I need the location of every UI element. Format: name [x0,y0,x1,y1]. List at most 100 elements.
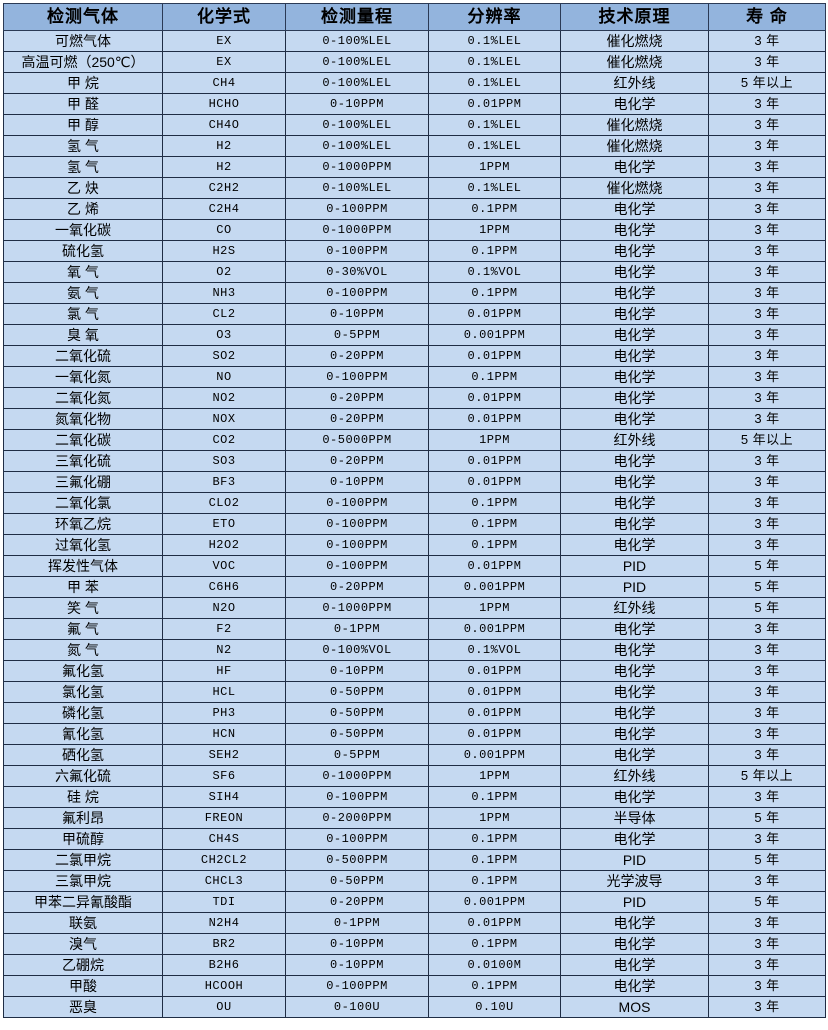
cell-range: 0-1000PPM [285,765,429,787]
cell-formula: HF [162,660,286,682]
cell-formula: BF3 [162,471,286,493]
table-row: 甲酸 HCOOH 0-100PPM 0.1PPM 电化学 3 年 [3,975,826,997]
cell-range: 0-10PPM [285,471,429,493]
cell-gas: 三氯甲烷 [3,870,163,892]
cell-principle: 电化学 [560,744,709,766]
cell-range: 0-5PPM [285,324,429,346]
cell-life: 3 年 [708,135,826,157]
cell-formula: O3 [162,324,286,346]
cell-principle: 电化学 [560,681,709,703]
cell-gas: 六氟化硫 [3,765,163,787]
cell-formula: NOX [162,408,286,430]
cell-range: 0-20PPM [285,408,429,430]
cell-life: 3 年 [708,933,826,955]
cell-gas: 氮 气 [3,639,163,661]
cell-principle: 电化学 [560,366,709,388]
cell-resolution: 0.1%LEL [428,114,561,136]
cell-resolution: 0.01PPM [428,387,561,409]
cell-formula: O2 [162,261,286,283]
cell-resolution: 0.1%LEL [428,72,561,94]
table-row: 硒化氢 SEH2 0-5PPM 0.001PPM 电化学 3 年 [3,744,826,766]
cell-life: 5 年以上 [708,72,826,94]
cell-principle: 电化学 [560,387,709,409]
cell-life: 5 年 [708,597,826,619]
cell-gas: 可燃气体 [3,30,163,52]
cell-gas: 一氧化氮 [3,366,163,388]
cell-principle: 电化学 [560,282,709,304]
cell-principle: 电化学 [560,324,709,346]
table-row: 氧 气 O2 0-30%VOL 0.1%VOL 电化学 3 年 [3,261,826,283]
table-row: 三氧化硫 SO3 0-20PPM 0.01PPM 电化学 3 年 [3,450,826,472]
cell-range: 0-100%LEL [285,51,429,73]
cell-range: 0-30%VOL [285,261,429,283]
cell-formula: NO2 [162,387,286,409]
table-row: 二氧化硫 SO2 0-20PPM 0.01PPM 电化学 3 年 [3,345,826,367]
cell-formula: N2O [162,597,286,619]
cell-formula: EX [162,30,286,52]
cell-gas: 乙 炔 [3,177,163,199]
cell-gas: 氰化氢 [3,723,163,745]
cell-formula: CO [162,219,286,241]
table-row: 氢 气 H2 0-1000PPM 1PPM 电化学 3 年 [3,156,826,178]
cell-principle: 电化学 [560,933,709,955]
cell-resolution: 1PPM [428,156,561,178]
cell-range: 0-10PPM [285,954,429,976]
cell-resolution: 0.1PPM [428,786,561,808]
table-row: 挥发性气体 VOC 0-100PPM 0.01PPM PID 5 年 [3,555,826,577]
cell-range: 0-100PPM [285,828,429,850]
cell-life: 3 年 [708,303,826,325]
cell-principle: 电化学 [560,408,709,430]
table-row: 氨 气 NH3 0-100PPM 0.1PPM 电化学 3 年 [3,282,826,304]
cell-life: 5 年以上 [708,429,826,451]
cell-resolution: 0.1PPM [428,198,561,220]
cell-life: 5 年 [708,807,826,829]
cell-life: 3 年 [708,912,826,934]
cell-formula: C2H4 [162,198,286,220]
table-row: 溴气 BR2 0-10PPM 0.1PPM 电化学 3 年 [3,933,826,955]
cell-formula: H2S [162,240,286,262]
cell-life: 3 年 [708,408,826,430]
table-row: 甲 醇 CH4O 0-100%LEL 0.1%LEL 催化燃烧 3 年 [3,114,826,136]
cell-resolution: 0.01PPM [428,93,561,115]
table-header: 检测气体 化学式 检测量程 分辨率 技术原理 寿 命 [3,3,826,31]
cell-life: 3 年 [708,786,826,808]
cell-gas: 甲酸 [3,975,163,997]
cell-gas: 联氨 [3,912,163,934]
cell-resolution: 0.10U [428,996,561,1018]
table-row: 氯化氢 HCL 0-50PPM 0.01PPM 电化学 3 年 [3,681,826,703]
cell-gas: 二氯甲烷 [3,849,163,871]
cell-resolution: 0.1%LEL [428,135,561,157]
cell-life: 3 年 [708,870,826,892]
cell-formula: SEH2 [162,744,286,766]
cell-resolution: 0.01PPM [428,555,561,577]
cell-gas: 磷化氢 [3,702,163,724]
cell-principle: 电化学 [560,93,709,115]
cell-life: 3 年 [708,93,826,115]
cell-range: 0-1PPM [285,912,429,934]
cell-range: 0-50PPM [285,870,429,892]
cell-formula: HCN [162,723,286,745]
cell-formula: CH2CL2 [162,849,286,871]
cell-principle: 电化学 [560,723,709,745]
cell-life: 3 年 [708,156,826,178]
cell-range: 0-100PPM [285,492,429,514]
cell-life: 3 年 [708,345,826,367]
cell-gas: 甲苯二异氰酸酯 [3,891,163,913]
cell-principle: PID [560,576,709,598]
cell-principle: 电化学 [560,828,709,850]
cell-life: 3 年 [708,387,826,409]
cell-life: 3 年 [708,513,826,535]
cell-life: 3 年 [708,702,826,724]
cell-gas: 甲 烷 [3,72,163,94]
table-row: 甲 苯 C6H6 0-20PPM 0.001PPM PID 5 年 [3,576,826,598]
cell-formula: B2H6 [162,954,286,976]
cell-formula: NO [162,366,286,388]
cell-resolution: 1PPM [428,219,561,241]
cell-gas: 氟化氢 [3,660,163,682]
cell-resolution: 0.001PPM [428,891,561,913]
cell-resolution: 0.1%LEL [428,30,561,52]
cell-range: 0-100PPM [285,513,429,535]
cell-gas: 氨 气 [3,282,163,304]
cell-resolution: 0.1PPM [428,492,561,514]
